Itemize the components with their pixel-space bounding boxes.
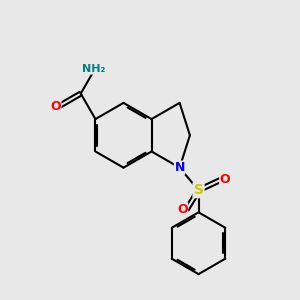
Text: NH₂: NH₂ xyxy=(82,64,105,74)
Text: S: S xyxy=(194,183,203,197)
Text: N: N xyxy=(174,161,185,174)
Text: O: O xyxy=(50,100,61,112)
Text: O: O xyxy=(177,203,188,216)
Text: O: O xyxy=(220,173,230,186)
